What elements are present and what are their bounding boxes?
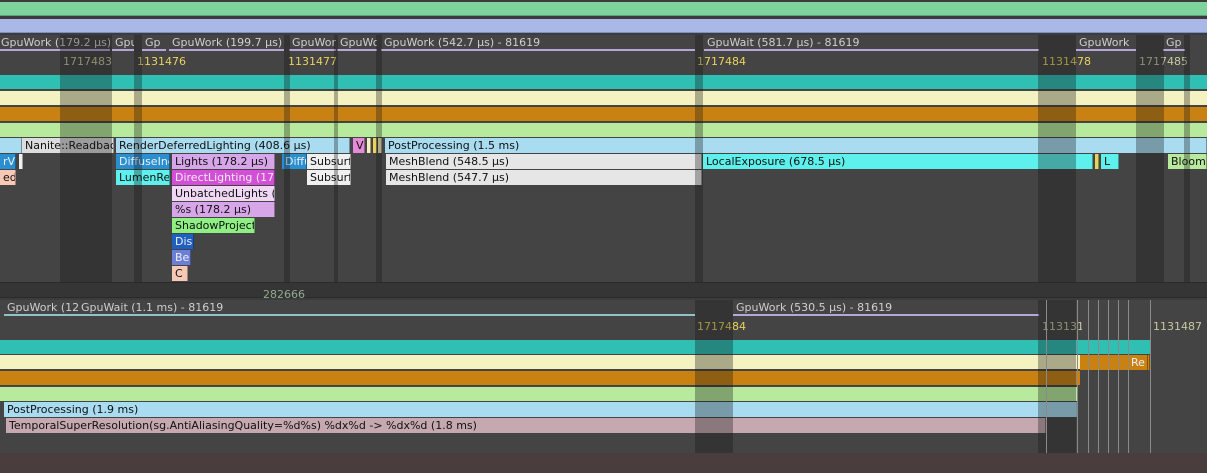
event-shadow-projection[interactable]: ShadowProjecti: [172, 218, 255, 233]
event-unbatched-lights[interactable]: UnbatchedLights (1: [172, 186, 275, 201]
frame-id: 1131487: [1153, 320, 1202, 333]
gpu-header[interactable]: Gp: [1163, 35, 1185, 51]
event-c[interactable]: C: [172, 266, 188, 281]
frame-id: 1717485: [1139, 55, 1188, 68]
orange-band: [0, 371, 1080, 385]
event-ed[interactable]: ed: [0, 170, 16, 185]
frame-highlight: [695, 35, 703, 282]
frame-highlight: [134, 35, 142, 282]
gpu-header[interactable]: GpuWait (581.7 µs) - 81619: [704, 35, 1039, 51]
overview-track-green[interactable]: [0, 2, 1207, 16]
event-bar[interactable]: [373, 138, 377, 153]
frame-highlight: [1184, 35, 1190, 282]
frame-id: 1131314: [1042, 320, 1082, 333]
upper-track[interactable]: GpuWork (179.2 µs) Gpu Gp GpuWork (199.7…: [0, 35, 1207, 282]
event-render-deferred-lighting[interactable]: RenderDeferredLighting (408.6 µs): [116, 138, 350, 153]
event-mesh-blend[interactable]: MeshBlend (547.7 µs): [386, 170, 702, 185]
frame-id: 1131476: [137, 55, 186, 68]
frame-marker: [1128, 300, 1129, 453]
event-bar[interactable]: [0, 138, 22, 153]
event-dis[interactable]: Dis: [172, 234, 194, 249]
frame-highlight: [695, 300, 733, 453]
event-nanite-readback[interactable]: Nanite::Readback: [22, 138, 114, 153]
event-subsurf[interactable]: Subsurf: [307, 154, 351, 169]
event-be[interactable]: Be: [172, 250, 191, 265]
event-lumen-refl[interactable]: LumenRefl: [116, 170, 170, 185]
frame-marker: [1088, 300, 1089, 453]
gpu-header[interactable]: Gpu: [112, 35, 134, 51]
event-rvi[interactable]: rVi: [0, 154, 16, 169]
event-bar[interactable]: [367, 138, 371, 153]
gpu-header[interactable]: GpuWor: [289, 35, 336, 51]
frame-marker: [1046, 300, 1047, 453]
event-bar[interactable]: [19, 154, 23, 169]
gpu-header[interactable]: Gp: [142, 35, 166, 51]
event-temporal-super-resolution[interactable]: TemporalSuperResolution(sg.AntiAliasingQ…: [6, 418, 1046, 433]
frame-marker: [1108, 300, 1109, 453]
gpu-header[interactable]: GpuWork: [1076, 35, 1136, 51]
teal-band: [0, 340, 1150, 354]
event-pct-s[interactable]: %s (178.2 µs): [172, 202, 275, 217]
event-bar[interactable]: [378, 138, 382, 153]
frame-marker: [1077, 300, 1078, 453]
frame-id: 1717483: [63, 55, 112, 68]
gpu-header[interactable]: GpuWork (179.2 µs): [0, 35, 110, 51]
frame-highlight: [334, 35, 338, 282]
frame-highlight: [376, 35, 382, 282]
frame-marker: [1098, 300, 1099, 453]
event-subsurf[interactable]: Subsurf: [307, 170, 351, 185]
lightgreen-band: [0, 123, 1207, 137]
event-mesh-blend[interactable]: MeshBlend (548.5 µs): [386, 154, 702, 169]
track-divider[interactable]: [0, 282, 1207, 298]
gpu-header[interactable]: GpuWo: [337, 35, 377, 51]
lower-track[interactable]: GpuWork (128 GpuWait (1.1 ms) - 81619 Gp…: [0, 300, 1207, 453]
gpu-header[interactable]: GpuWork (530.5 µs) - 81619: [733, 300, 1039, 316]
frame-id: 1131478: [1042, 55, 1091, 68]
frame-highlight: [60, 35, 112, 282]
frame-marker: [1118, 300, 1119, 453]
gpu-header[interactable]: GpuWait (1.1 ms) - 81619: [78, 300, 695, 316]
frame-marker: [1150, 300, 1151, 453]
orange-band: [0, 107, 1207, 121]
cream-band: [0, 91, 1207, 105]
frame-highlight: [1136, 35, 1164, 282]
overview-track-blue[interactable]: [0, 19, 1207, 33]
event-local-exposure[interactable]: LocalExposure (678.5 µs): [703, 154, 1093, 169]
event-diffuse-ind[interactable]: DiffuseInd: [116, 154, 170, 169]
frame-id: 1717484: [697, 55, 746, 68]
event-post-processing[interactable]: PostProcessing (1.5 ms): [385, 138, 1207, 153]
gpu-header[interactable]: GpuWork (128: [4, 300, 80, 316]
lightgreen-band: [0, 387, 1078, 401]
gpu-header[interactable]: GpuWork (542.7 µs) - 81619: [381, 35, 695, 51]
cream-band: [0, 355, 1080, 369]
event-bar[interactable]: [1095, 154, 1099, 169]
frame-id: 1717484: [697, 320, 746, 333]
event-post-processing[interactable]: PostProcessing (1.9 ms): [4, 402, 1077, 417]
frame-highlight: [284, 35, 290, 282]
frame-id: 1131477: [288, 55, 337, 68]
frame-highlight: [1038, 35, 1076, 282]
event-v[interactable]: V: [353, 138, 365, 153]
teal-band: [0, 75, 1207, 89]
event-lights[interactable]: Lights (178.2 µs): [172, 154, 275, 169]
frame-highlight: [1038, 300, 1076, 453]
event-re[interactable]: Re: [1128, 355, 1148, 370]
divider-frame-label: 282666: [263, 288, 305, 301]
bottom-strip: [0, 453, 1207, 473]
event-diffu[interactable]: Diffu: [282, 154, 307, 169]
event-l[interactable]: L: [1101, 154, 1119, 169]
gpu-header[interactable]: GpuWork (199.7 µs) -: [169, 35, 284, 51]
event-direct-lighting[interactable]: DirectLighting (178.: [172, 170, 275, 185]
